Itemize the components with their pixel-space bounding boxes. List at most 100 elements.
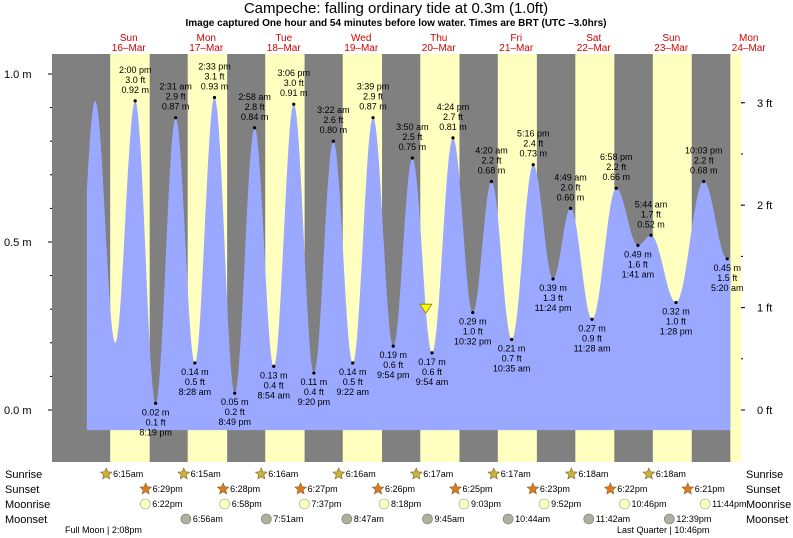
sunrise-icon (332, 467, 346, 480)
tide-high-label: 3:22 am (317, 105, 350, 115)
moonrise-time: 8:18pm (391, 499, 421, 509)
tide-low-label: 0.6 ft (422, 367, 443, 377)
tide-area (86, 97, 731, 431)
sun-moon-rows: Sunrise Sunrise Sunset Sunset Moonrise Moonri… (5, 467, 791, 535)
tide-low-label: 1:41 am (622, 269, 655, 279)
day-name-label: Fri (510, 33, 522, 44)
sunset-icon (294, 482, 308, 495)
tide-high-label: 0.68 m (690, 166, 718, 176)
sunrise-icon (642, 467, 656, 480)
moon-phase-full: Full Moon | 2:08pm (65, 525, 142, 535)
tide-low-label: 9:54 pm (377, 370, 410, 380)
row-label-left-sunset: Sunset (5, 484, 39, 496)
day-name-label: Wed (351, 33, 371, 44)
tide-low-label: 0.49 m (624, 249, 652, 259)
sunrise-icon (177, 467, 191, 480)
tide-low-label: 0.1 ft (146, 417, 167, 427)
tide-low-label: 0.11 m (300, 377, 327, 387)
tide-extreme-point (193, 361, 197, 365)
tide-extreme-point (590, 317, 594, 321)
row-label-right-sunset: Sunset (746, 484, 780, 496)
row-label-right-moonrise: Moonrise (746, 499, 791, 511)
tide-high-label: 3:39 pm (357, 82, 390, 92)
sunset-icon (449, 482, 462, 495)
tide-low-label: 0.2 ft (225, 407, 246, 417)
moonset-icon (261, 513, 272, 525)
tide-high-label: 2.2 ft (694, 156, 715, 166)
day-date-label: 21–Mar (499, 43, 534, 54)
daylight-band (730, 54, 741, 462)
moonset-icon (664, 513, 675, 525)
tide-extreme-point (292, 102, 296, 106)
tide-low-label: 0.27 m (578, 323, 606, 333)
sunset-icon (371, 482, 385, 495)
tide-high-label: 6:58 pm (600, 152, 633, 162)
tide-low-label: 1.0 ft (463, 327, 484, 337)
day-date-label: 22–Mar (577, 43, 612, 54)
row-label-left-moonset: Moonset (5, 514, 47, 526)
sunrise-icon (564, 467, 578, 480)
tide-high-label: 2.9 ft (363, 92, 384, 102)
y-tick-label-right: 2 ft (757, 200, 772, 212)
sunset-icon (139, 482, 153, 495)
sunset-icon (681, 482, 695, 495)
day-date-label: 20–Mar (422, 43, 457, 54)
moonset-time: 8:47am (354, 514, 384, 524)
tide-low-label: 0.13 m (260, 370, 288, 380)
tide-low-label: 8:19 pm (139, 427, 172, 437)
tide-high-label: 0.68 m (478, 166, 506, 176)
day-name-label: Tue (275, 33, 292, 44)
tide-extreme-point (430, 351, 434, 355)
tide-low-label: 1.3 ft (543, 293, 564, 303)
tide-low-label: 0.32 m (662, 306, 690, 316)
tide-high-label: 5:44 am (635, 199, 668, 209)
sunset-icon (216, 482, 230, 495)
tide-extreme-point (133, 99, 137, 103)
current-level-marker (419, 303, 433, 314)
tide-low-label: 0.29 m (459, 317, 487, 327)
y-tick-label-left: 1.0 m (4, 69, 32, 81)
moonset-icon (422, 513, 433, 525)
tide-low-label: 9:22 am (336, 387, 369, 397)
tide-extreme-point (212, 95, 217, 100)
moonrise-icon (458, 498, 470, 510)
row-label-right-moonset: Moonset (746, 514, 788, 526)
tide-extreme-point (174, 116, 178, 120)
day-labels: Sun16–MarMon17–MarTue18–MarWed19–MarThu2… (112, 33, 767, 54)
tide-extreme-point (410, 156, 414, 160)
tide-extreme-point (351, 361, 355, 365)
moonrise-icon (538, 498, 550, 510)
moonrise-icon (299, 498, 310, 510)
y-tick-label-left: 0.0 m (4, 405, 32, 417)
tide-extreme-point (252, 126, 257, 130)
moonrise-time: 9:03pm (471, 499, 501, 509)
tide-low-label: 9:20 pm (298, 397, 331, 407)
moonrise-icon (219, 498, 231, 510)
tide-low-label: 1:28 pm (660, 326, 693, 336)
sunrise-time: 6:15am (113, 469, 143, 479)
tide-high-label: 2.0 ft (561, 182, 582, 192)
moonrise-time: 10:46pm (632, 499, 667, 509)
tide-extreme-point (371, 116, 375, 120)
tide-low-label: 0.7 ft (502, 353, 523, 363)
tide-low-label: 1.5 ft (717, 273, 738, 283)
tide-high-label: 2.4 ft (523, 139, 544, 149)
row-label-left-moonrise: Moonrise (5, 499, 50, 511)
tide-high-label: 10:03 pm (685, 146, 723, 156)
day-name-label: Mon (739, 33, 758, 44)
tide-high-label: 2.6 ft (323, 115, 344, 125)
tide-low-label: 10:35 am (493, 363, 531, 373)
tide-high-label: 0.84 m (241, 112, 269, 122)
moonset-icon (502, 513, 514, 525)
moonrise-icon (699, 498, 711, 510)
sunrise-time: 6:16am (268, 469, 298, 479)
sunrise-time: 6:17am (501, 469, 531, 479)
tide-low-label: 0.45 m (713, 263, 741, 273)
axes: 0.0 m 0.5 m 1.0 m 0 ft 1 ft 2 ft 3 ft (4, 69, 772, 417)
tide-extreme-point (674, 300, 678, 305)
tide-extreme-point (531, 163, 535, 167)
tide-high-label: 2.7 ft (443, 112, 464, 122)
moon-phase-last-quarter: Last Quarter | 10:46pm (617, 525, 709, 535)
tide-high-label: 0.66 m (602, 172, 630, 182)
